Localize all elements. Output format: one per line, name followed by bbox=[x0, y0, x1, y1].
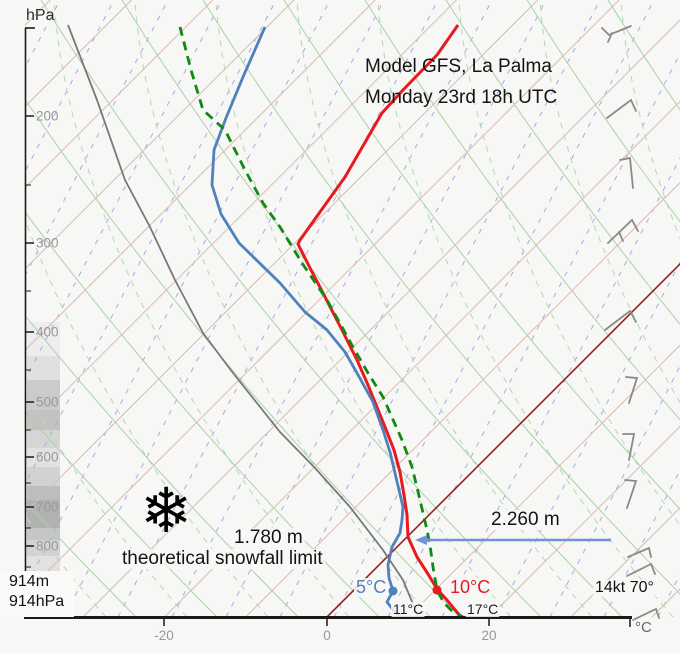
freezing-height-label: 2.260 m bbox=[489, 509, 562, 530]
dry-adiabat-line bbox=[364, 0, 680, 421]
mixing-ratio-line bbox=[25, 0, 277, 486]
pressure-tick-label: 500 bbox=[36, 395, 59, 410]
wind-barb bbox=[624, 479, 638, 509]
isotherm-line bbox=[25, 0, 457, 433]
temperature-curve bbox=[296, 24, 463, 617]
isotherm-line bbox=[25, 0, 376, 351]
zero-isotherm-line bbox=[326, 262, 680, 617]
pressure-tick-label: 200 bbox=[36, 109, 59, 124]
dry-adiabat-line bbox=[40, 0, 542, 617]
mixing-ratio-line bbox=[25, 0, 169, 277]
isotherm-line bbox=[82, 19, 680, 617]
temperature-tick-label: -20 bbox=[154, 628, 174, 643]
dry-adiabat-line bbox=[25, 98, 461, 617]
wind-barb bbox=[606, 98, 637, 119]
mixing-ratio-line bbox=[25, 0, 331, 590]
mixing-ratio-line bbox=[63, 0, 385, 617]
station-pressure-label: 914hPa bbox=[9, 593, 65, 610]
mixing-ratio-line bbox=[387, 52, 680, 617]
dry-adiabat-line bbox=[202, 0, 680, 595]
dry-adiabat-line bbox=[25, 314, 299, 617]
isotherm-line bbox=[25, 0, 295, 270]
dry-adiabat-line bbox=[607, 0, 680, 111]
temperature-tick-label: 20 bbox=[481, 628, 496, 643]
station-label-chip bbox=[0, 571, 74, 617]
mixing-ratio-line bbox=[279, 0, 601, 617]
wind-barb bbox=[601, 25, 632, 37]
wind-barb bbox=[618, 231, 624, 242]
pressure-axis-unit: hPa bbox=[26, 7, 55, 24]
pressure-tick-label: 300 bbox=[36, 236, 59, 251]
moist-adiabat-line bbox=[620, 0, 680, 240]
pressure-tick-label: 600 bbox=[36, 450, 59, 465]
mixing-ratio-line bbox=[117, 0, 439, 617]
isotherm-line bbox=[245, 182, 680, 617]
chart-title-line1: Model GFS, La Palma bbox=[365, 56, 552, 77]
surface-dewpoint-dot bbox=[388, 586, 398, 596]
cloud-cover-bands bbox=[27, 322, 60, 574]
surface-temperature-label: 10°C bbox=[448, 577, 493, 597]
surface-dewpoint-label: 5°C bbox=[354, 577, 389, 597]
isotherm-line bbox=[570, 507, 680, 617]
sounding-curves bbox=[67, 24, 464, 617]
dry-adiabat-line bbox=[25, 500, 137, 617]
mixing-ratio-line bbox=[171, 0, 493, 617]
mixing-ratio-line bbox=[333, 0, 655, 617]
snowfall-limit-caption: theoretical snowfall limit bbox=[120, 548, 325, 569]
wind-barb bbox=[622, 433, 636, 461]
wind-barb bbox=[626, 562, 656, 577]
station-altitude-label: 914m bbox=[9, 573, 50, 590]
mixing-ratio-line bbox=[25, 0, 223, 381]
dry-adiabat-line bbox=[445, 0, 680, 325]
pressure-tick-label: 800 bbox=[36, 539, 59, 554]
mixing-ratio-line bbox=[225, 0, 547, 617]
mixing-ratio-line bbox=[25, 0, 115, 173]
snowflake-icon: ❄ bbox=[140, 474, 192, 547]
freezing-height-arrow bbox=[415, 535, 611, 545]
surface-temperature-dot bbox=[432, 585, 442, 595]
isotherm-line bbox=[25, 0, 132, 108]
green-dashed-auxiliary-curve-curve bbox=[178, 26, 464, 617]
wind-barb bbox=[627, 546, 652, 558]
dry-adiabat-line bbox=[25, 410, 218, 617]
dry-adiabat-line bbox=[283, 0, 680, 510]
temperature-axis-unit: °C bbox=[635, 619, 652, 636]
wind-barbs bbox=[601, 25, 660, 621]
isotherm-line bbox=[25, 0, 539, 514]
mixing-ratio-line bbox=[657, 573, 680, 617]
isotherm-line bbox=[489, 425, 680, 617]
background-grid bbox=[25, 0, 680, 617]
wind-barb bbox=[607, 218, 639, 244]
sealevel-right-temp-label: 17°C bbox=[465, 601, 501, 617]
temperature-tick-label: 0 bbox=[323, 628, 331, 643]
wind-barb bbox=[604, 309, 637, 331]
isotherm-line bbox=[25, 0, 620, 595]
sealevel-left-temp-label: 11°C bbox=[391, 601, 426, 617]
surface-wind-label: 14kt 70° bbox=[593, 579, 656, 597]
wind-barb bbox=[632, 607, 660, 621]
chart-title-line2: Monday 23rd 18h UTC bbox=[365, 87, 558, 108]
isotherm-line bbox=[651, 588, 680, 617]
isotherm-line bbox=[164, 100, 680, 617]
snowfall-limit-value: 1.780 m bbox=[232, 527, 305, 548]
pressure-tick-label: 400 bbox=[36, 325, 59, 340]
axes: 200 300 400 500 600 700 800 -20 0 20 bbox=[24, 27, 632, 643]
pressure-tick-label: 700 bbox=[36, 500, 59, 515]
wind-barb bbox=[625, 376, 639, 404]
wind-barb bbox=[607, 32, 613, 43]
dewpoint-curve bbox=[210, 26, 405, 617]
isotherm-line bbox=[25, 0, 214, 189]
wind-barb bbox=[619, 156, 634, 189]
dry-adiabat-line bbox=[526, 0, 680, 223]
gray-auxiliary-curve-curve bbox=[67, 24, 419, 617]
